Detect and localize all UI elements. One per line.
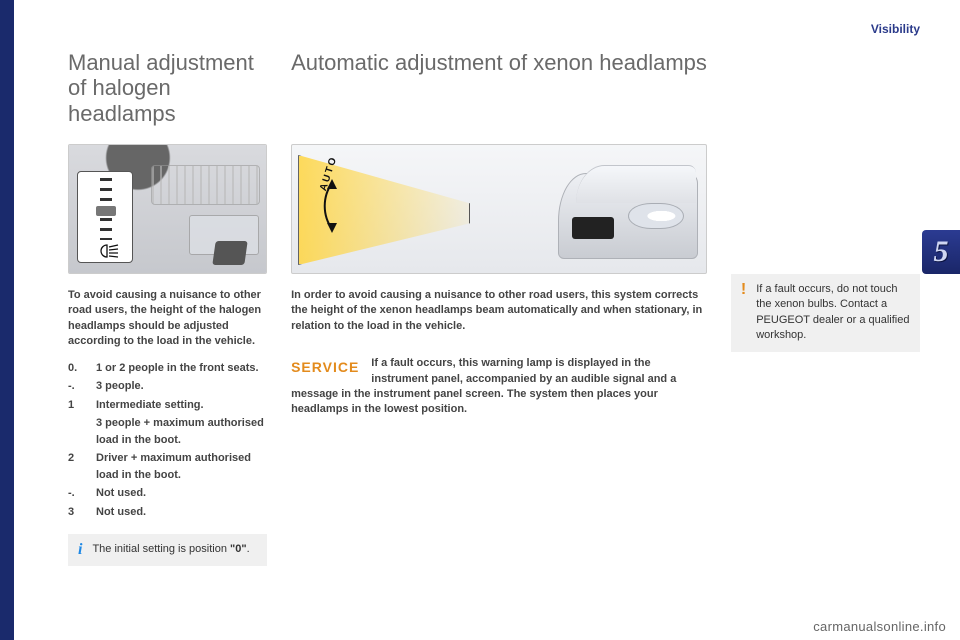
- warning-callout: ! If a fault occurs, do not touch the xe…: [731, 274, 920, 352]
- middle-title: Automatic adjustment of xenon headlamps: [291, 50, 707, 130]
- info-text-bold: "0": [230, 543, 247, 555]
- car-headlamp: [628, 203, 684, 229]
- setting-key: 0.: [68, 360, 82, 377]
- setting-key: 1: [68, 397, 82, 414]
- list-item: 3 Not used.: [68, 504, 267, 521]
- illustration-auto-adjust: AUTO: [291, 144, 707, 274]
- list-item: -. Not used.: [68, 485, 267, 502]
- content: Manual adjustment of halogen headlamps: [68, 50, 920, 620]
- title-spacer: [731, 50, 920, 130]
- warning-icon: !: [741, 282, 746, 298]
- list-item: 3 people + maximum authorised load in th…: [68, 415, 267, 448]
- setting-val: 3 people.: [96, 378, 267, 395]
- setting-key: 2: [68, 450, 82, 483]
- illustration-manual-adjust: [68, 144, 267, 274]
- car-hood: [576, 165, 696, 203]
- left-title: Manual adjustment of halogen headlamps: [68, 50, 267, 130]
- info-text: The initial setting is position "0".: [92, 542, 249, 557]
- left-column: Manual adjustment of halogen headlamps: [68, 50, 267, 620]
- setting-key: [68, 415, 82, 448]
- setting-val: Not used.: [96, 485, 267, 502]
- setting-val: 3 people + maximum authorised load in th…: [96, 415, 267, 448]
- thumbwheel: [77, 171, 133, 263]
- chapter-tab: 5: [922, 230, 960, 274]
- dash-vents: [151, 165, 260, 205]
- setting-val: 1 or 2 people in the front seats.: [96, 360, 267, 377]
- service-block: SERVICE If a fault occurs, this warning …: [291, 356, 707, 418]
- thumbwheel-knob: [96, 206, 116, 216]
- headlamp-icon: [94, 244, 120, 258]
- watermark: carmanualsonline.info: [813, 619, 946, 634]
- setting-val: Driver + maximum authorised load in the …: [96, 450, 267, 483]
- section-label: Visibility: [871, 22, 920, 36]
- car-grille: [572, 217, 614, 239]
- chapter-number: 5: [934, 235, 949, 269]
- list-item: -. 3 people.: [68, 378, 267, 395]
- info-callout: i The initial setting is position "0".: [68, 534, 267, 566]
- warning-text: If a fault occurs, do not touch the xeno…: [756, 282, 910, 344]
- middle-column: Automatic adjustment of xenon headlamps …: [291, 50, 707, 620]
- info-text-pre: The initial setting is position: [92, 543, 230, 555]
- setting-key: -.: [68, 485, 82, 502]
- list-item: 0. 1 or 2 people in the front seats.: [68, 360, 267, 377]
- left-intro: To avoid causing a nuisance to other roa…: [68, 288, 267, 350]
- setting-val: Not used.: [96, 504, 267, 521]
- setting-val: Intermediate setting.: [96, 397, 267, 414]
- right-column: ! If a fault occurs, do not touch the xe…: [731, 50, 920, 620]
- list-item: 2 Driver + maximum authorised load in the…: [68, 450, 267, 483]
- settings-list: 0. 1 or 2 people in the front seats. -. 3 …: [68, 360, 267, 523]
- setting-key: -.: [68, 378, 82, 395]
- setting-key: 3: [68, 504, 82, 521]
- dash-pedal: [212, 241, 247, 265]
- list-item: 1 Intermediate setting.: [68, 397, 267, 414]
- info-icon: i: [78, 542, 82, 558]
- service-warning-lamp: SERVICE: [291, 358, 359, 378]
- top-header: Visibility: [0, 22, 960, 36]
- page: Visibility 5 Manual adjustment of haloge…: [0, 0, 960, 640]
- illus-spacer: [731, 130, 920, 260]
- blue-spine: [0, 0, 14, 640]
- info-text-post: .: [247, 543, 250, 555]
- middle-intro: In order to avoid causing a nuisance to …: [291, 288, 707, 334]
